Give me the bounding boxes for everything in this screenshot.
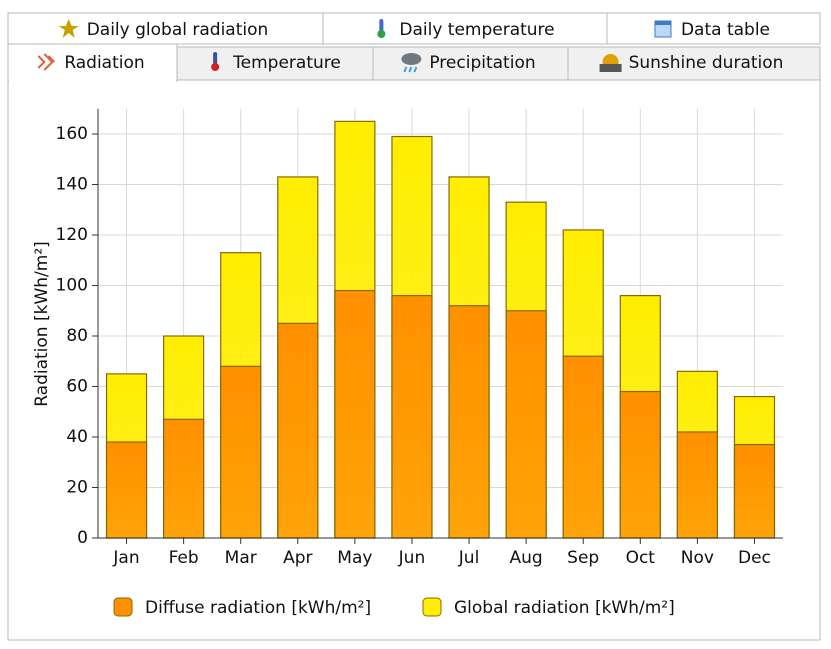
tab-bar: Daily global radiation Daily temperature D… — [7, 12, 821, 82]
tab-label: Precipitation — [429, 53, 535, 73]
plot: 0 20 40 60 80 100 120 140 160 Jan Feb Mar Apr May Jun J… — [56, 108, 783, 618]
tab-label: Data table — [681, 20, 770, 40]
bar — [619, 390, 661, 539]
bar — [334, 289, 376, 539]
tab-icon — [211, 63, 220, 71]
x-tick-label: Feb — [169, 548, 199, 568]
y-tick-label: 20 — [66, 478, 88, 498]
tab-background — [606, 12, 821, 45]
tab-cover — [9, 78, 176, 82]
bar — [163, 418, 205, 539]
tab[interactable]: Radiation — [7, 43, 178, 82]
y-tick-label: 120 — [56, 225, 88, 245]
tab-icon — [401, 53, 422, 65]
tab-icon — [403, 66, 418, 73]
x-tick-label: Apr — [283, 548, 312, 568]
x-tick-label: May — [337, 548, 372, 568]
tab-label: Daily temperature — [399, 20, 554, 40]
tab[interactable]: Daily global radiation — [7, 12, 324, 45]
x-tick-label: Jul — [458, 548, 480, 568]
y-tick-label: 160 — [56, 124, 88, 144]
tab-background — [7, 12, 324, 45]
legend-swatch — [422, 597, 442, 617]
tab[interactable]: Temperature — [176, 46, 374, 81]
x-tick-label: Aug — [510, 548, 543, 568]
tab-icon — [379, 19, 384, 33]
y-tick-label: 0 — [77, 528, 88, 548]
x-tick-label: Dec — [738, 548, 771, 568]
tab-icon — [37, 53, 56, 71]
tab[interactable]: Precipitation — [372, 46, 569, 81]
tab-icon — [654, 21, 671, 25]
bar — [105, 441, 148, 539]
x-tick-label: Jan — [112, 548, 139, 568]
x-tick-label: Mar — [225, 548, 257, 568]
bar — [220, 365, 262, 539]
tab-label: Radiation — [64, 53, 144, 73]
tab-label: Temperature — [232, 53, 341, 73]
y-tick-label: 100 — [56, 276, 88, 296]
bar — [277, 322, 319, 539]
tab[interactable]: Data table — [606, 12, 821, 45]
bar — [391, 295, 433, 539]
legend-label: Global radiation [kWh/m²] — [454, 598, 675, 618]
bar — [562, 355, 604, 539]
tab-background — [176, 46, 374, 81]
legend-label: Diffuse radiation [kWh/m²] — [145, 598, 371, 618]
tab-icon — [599, 64, 622, 72]
tab-icon — [58, 19, 79, 38]
x-tick-label: Sep — [567, 548, 599, 568]
y-axis-label: Radiation [kWh/m²] — [32, 241, 52, 407]
x-tick-label: Jun — [398, 548, 426, 568]
legend-swatch — [113, 597, 133, 617]
tab-icon — [377, 30, 386, 38]
x-tick-label: Nov — [681, 548, 714, 568]
y-tick-label: 80 — [66, 326, 88, 346]
y-tick-label: 140 — [56, 175, 88, 195]
x-tick-label: Oct — [626, 548, 656, 568]
y-tick-label: 60 — [66, 377, 88, 397]
y-tick-label: 40 — [66, 427, 88, 447]
tab-icon — [213, 52, 218, 66]
bar — [505, 310, 547, 539]
tab[interactable]: Daily temperature — [322, 12, 608, 45]
bar — [448, 305, 490, 539]
tab-background — [7, 43, 178, 82]
bar — [733, 443, 776, 539]
tab-label: Sunshine duration — [629, 53, 784, 73]
bar — [676, 431, 718, 539]
tab-label: Daily global radiation — [87, 20, 269, 40]
tab[interactable]: Sunshine duration — [567, 46, 821, 81]
